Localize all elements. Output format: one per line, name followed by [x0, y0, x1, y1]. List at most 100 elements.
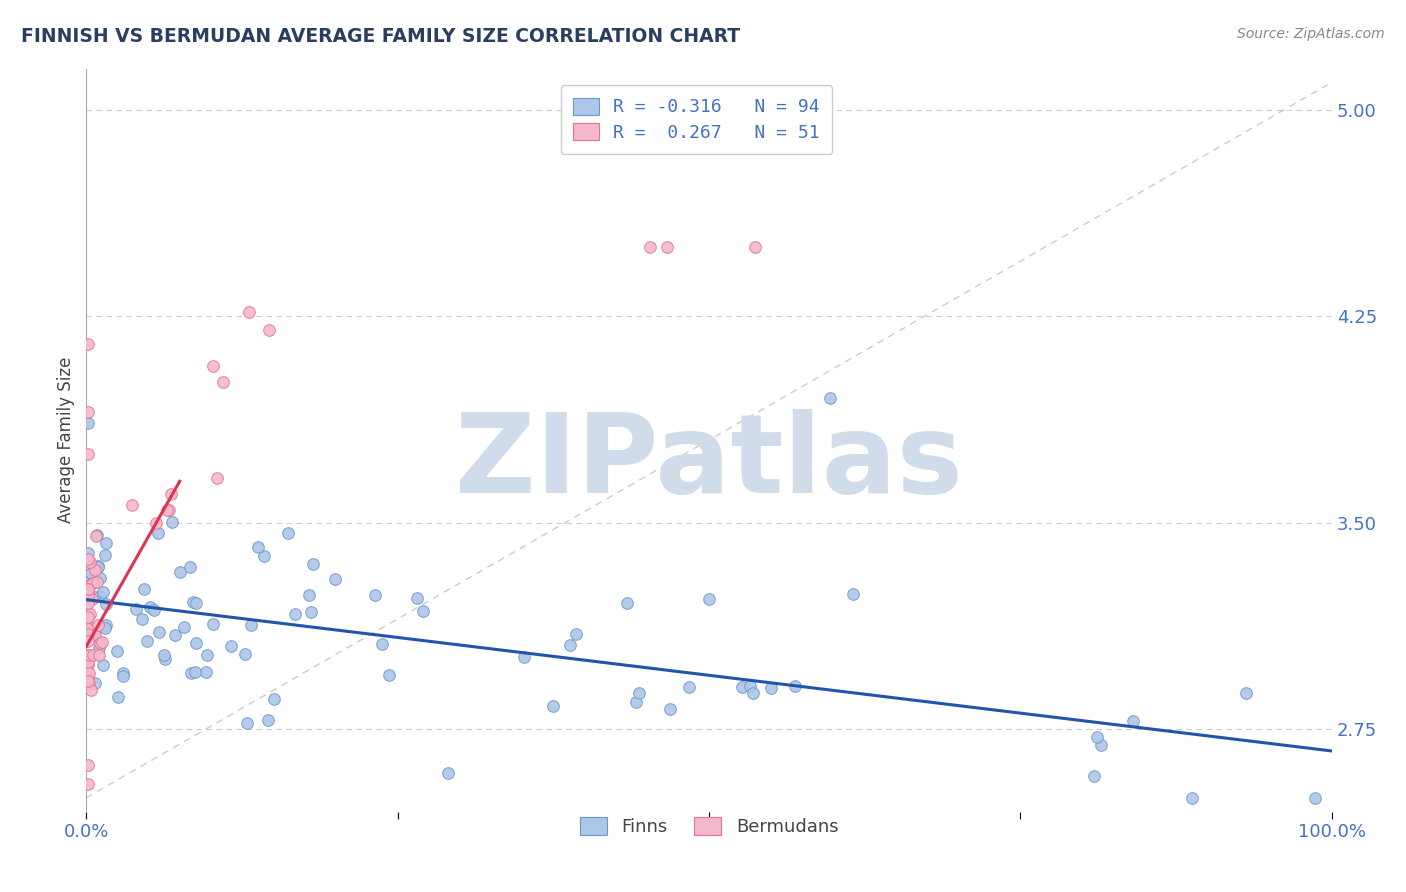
Point — [157, 502, 180, 516]
Point — [564, 627, 586, 641]
Point — [143, 603, 166, 617]
Point — [201, 617, 224, 632]
Point — [616, 596, 638, 610]
Point — [246, 540, 269, 554]
Point — [240, 618, 263, 632]
Point — [1122, 714, 1144, 728]
Point — [302, 557, 325, 571]
Point — [79, 555, 101, 569]
Point — [412, 604, 434, 618]
Point — [233, 648, 256, 662]
Point — [86, 559, 108, 574]
Point — [107, 690, 129, 704]
Point — [76, 336, 98, 351]
Y-axis label: Average Family Size: Average Family Size — [58, 357, 75, 524]
Point — [179, 559, 201, 574]
Point — [195, 648, 218, 662]
Point — [378, 668, 401, 682]
Point — [77, 676, 100, 690]
Point — [323, 573, 346, 587]
Point — [205, 471, 228, 485]
Point — [169, 565, 191, 579]
Point — [256, 713, 278, 727]
Point — [657, 240, 679, 254]
Point — [84, 529, 107, 543]
Point — [84, 628, 107, 642]
Point — [76, 655, 98, 669]
Point — [76, 648, 98, 662]
Point — [238, 305, 260, 319]
Point — [153, 652, 176, 666]
Point — [80, 577, 103, 591]
Point — [134, 582, 156, 596]
Point — [165, 628, 187, 642]
Point — [76, 627, 98, 641]
Point — [76, 670, 98, 684]
Point — [77, 546, 100, 560]
Text: ZIPatlas: ZIPatlas — [456, 409, 963, 516]
Point — [628, 686, 651, 700]
Point — [1181, 790, 1204, 805]
Point — [560, 639, 582, 653]
Point — [284, 607, 307, 622]
Point — [131, 612, 153, 626]
Point — [87, 618, 110, 632]
Point — [212, 376, 235, 390]
Point — [1305, 790, 1327, 805]
Point — [89, 636, 111, 650]
Point — [79, 574, 101, 589]
Point — [135, 634, 157, 648]
Point — [94, 617, 117, 632]
Point — [201, 359, 224, 374]
Point — [263, 692, 285, 706]
Point — [1083, 769, 1105, 783]
Point — [76, 416, 98, 430]
Point — [125, 602, 148, 616]
Point — [513, 650, 536, 665]
Point — [77, 648, 100, 662]
Point — [1234, 685, 1257, 699]
Legend: Finns, Bermudans: Finns, Bermudans — [572, 810, 846, 843]
Point — [89, 571, 111, 585]
Point — [83, 627, 105, 641]
Point — [77, 657, 100, 672]
Point — [96, 598, 118, 612]
Point — [145, 516, 167, 530]
Point — [90, 635, 112, 649]
Point — [89, 589, 111, 603]
Point — [184, 596, 207, 610]
Point — [76, 623, 98, 637]
Point — [1085, 730, 1108, 744]
Point — [94, 621, 117, 635]
Point — [76, 777, 98, 791]
Point — [543, 698, 565, 713]
Point — [77, 609, 100, 624]
Point — [742, 686, 765, 700]
Point — [94, 536, 117, 550]
Point — [77, 665, 100, 680]
Point — [744, 240, 766, 254]
Point — [112, 669, 135, 683]
Point — [173, 620, 195, 634]
Point — [738, 679, 761, 693]
Text: Source: ZipAtlas.com: Source: ZipAtlas.com — [1237, 27, 1385, 41]
Point — [121, 498, 143, 512]
Point — [84, 563, 107, 577]
Point — [76, 405, 98, 419]
Point — [76, 447, 98, 461]
Point — [626, 695, 648, 709]
Point — [405, 591, 427, 605]
Point — [153, 648, 176, 662]
Point — [82, 575, 104, 590]
Point — [76, 582, 98, 596]
Point — [277, 525, 299, 540]
Point — [83, 676, 105, 690]
Text: FINNISH VS BERMUDAN AVERAGE FAMILY SIZE CORRELATION CHART: FINNISH VS BERMUDAN AVERAGE FAMILY SIZE … — [21, 27, 740, 45]
Point — [184, 665, 207, 680]
Point — [659, 702, 682, 716]
Point — [842, 587, 865, 601]
Point — [146, 526, 169, 541]
Point — [86, 528, 108, 542]
Point — [76, 590, 98, 604]
Point — [87, 641, 110, 656]
